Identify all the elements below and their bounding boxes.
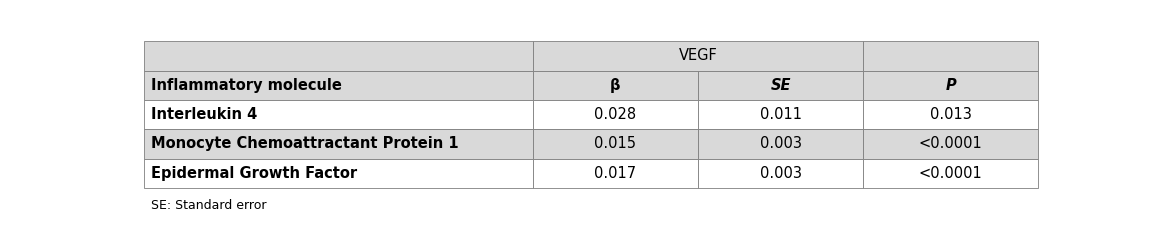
Text: Interleukin 4: Interleukin 4 <box>151 107 257 122</box>
Bar <box>144 41 533 71</box>
Bar <box>864 129 1038 159</box>
Bar <box>533 129 698 159</box>
Text: β: β <box>610 78 620 93</box>
Bar <box>533 100 698 129</box>
Bar <box>864 159 1038 188</box>
Bar <box>699 100 864 129</box>
Bar <box>699 71 864 100</box>
Text: 0.028: 0.028 <box>595 107 636 122</box>
Text: <0.0001: <0.0001 <box>919 136 982 151</box>
Bar <box>144 159 533 188</box>
Bar <box>699 129 864 159</box>
Bar <box>144 129 533 159</box>
Text: 0.017: 0.017 <box>595 166 636 181</box>
Text: Monocyte Chemoattractant Protein 1: Monocyte Chemoattractant Protein 1 <box>151 136 459 151</box>
Bar <box>533 71 698 100</box>
Text: VEGF: VEGF <box>679 48 717 63</box>
Bar <box>533 41 864 71</box>
Bar <box>699 159 864 188</box>
Text: <0.0001: <0.0001 <box>919 166 982 181</box>
Text: 0.003: 0.003 <box>760 166 801 181</box>
Text: P: P <box>945 78 956 93</box>
Text: SE: Standard error: SE: Standard error <box>151 199 266 212</box>
Text: Inflammatory molecule: Inflammatory molecule <box>151 78 342 93</box>
Text: Epidermal Growth Factor: Epidermal Growth Factor <box>151 166 357 181</box>
Text: 0.011: 0.011 <box>760 107 801 122</box>
Bar <box>864 71 1038 100</box>
Text: 0.015: 0.015 <box>595 136 636 151</box>
Text: 0.013: 0.013 <box>929 107 972 122</box>
Bar <box>144 71 533 100</box>
Text: SE: SE <box>770 78 791 93</box>
Text: 0.003: 0.003 <box>760 136 801 151</box>
Bar <box>864 41 1038 71</box>
Bar <box>533 159 698 188</box>
Bar <box>864 100 1038 129</box>
Bar <box>144 100 533 129</box>
